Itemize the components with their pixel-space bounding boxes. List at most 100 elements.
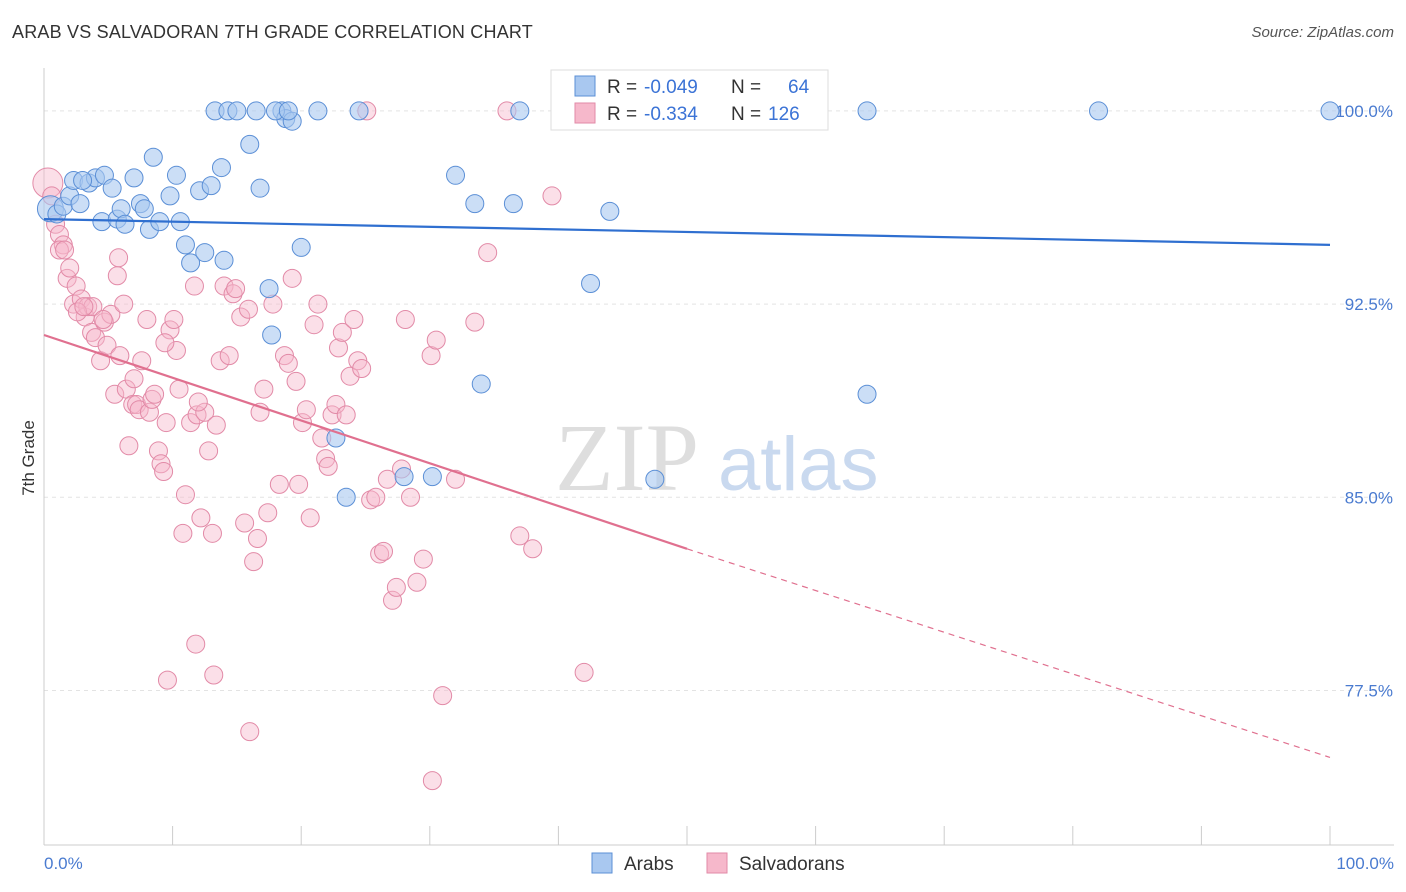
series-legend-label-salvadorans: Salvadorans (739, 854, 845, 875)
salvadorans-point (202, 523, 222, 543)
arabs-point (1320, 101, 1340, 121)
salvadorans-point (97, 335, 117, 355)
salvadorans-point (318, 456, 338, 476)
legend-n-value-salvadorans: 126 (768, 104, 800, 125)
arabs-trend-line (43, 217, 1331, 246)
arabs-point (471, 374, 491, 394)
salvadorans-point (332, 322, 352, 342)
salvadorans-point (173, 523, 193, 543)
arabs-point (857, 384, 877, 404)
arabs-point (227, 101, 247, 121)
salvadorans-point (542, 186, 562, 206)
salvadorans-point (164, 310, 184, 330)
salvadorans-point (49, 240, 69, 260)
arabs-point (308, 101, 328, 121)
salvadorans-point (55, 240, 75, 260)
salvadorans-point (206, 415, 226, 435)
salvadorans-point (510, 526, 530, 546)
stats-legend: R = -0.049 N = 64 R = -0.334 N = 126 (550, 69, 829, 131)
salvadorans-point (155, 333, 175, 353)
salvadorans-point (258, 503, 278, 523)
arabs-points (36, 101, 1340, 507)
salvadorans-point (181, 413, 201, 433)
legend-swatch-arabs (574, 75, 596, 97)
arabs-point (246, 101, 266, 121)
chart-title: ARAB VS SALVADORAN 7TH GRADE CORRELATION… (12, 22, 533, 42)
salvadorans-point (137, 310, 157, 330)
salvadorans-point (114, 294, 134, 314)
salvadorans-point (395, 310, 415, 330)
salvadorans-point (85, 328, 105, 348)
salvadorans-point (191, 508, 211, 528)
salvadorans-point (49, 225, 69, 245)
salvadorans-point (426, 330, 446, 350)
arabs-point (181, 253, 201, 273)
salvadorans-point (160, 320, 180, 340)
arabs-point (115, 214, 135, 234)
arabs-point (214, 250, 234, 270)
arabs-point (134, 199, 154, 219)
salvadorans-point (204, 665, 224, 685)
salvadorans-point (82, 322, 102, 342)
salvadorans-point (110, 346, 130, 366)
series-legend: Arabs Salvadorans (591, 852, 845, 875)
legend-r-value-arabs: -0.049 (644, 77, 698, 98)
salvadorans-point (60, 258, 80, 278)
salvadorans-point (235, 513, 255, 533)
salvadorans-point (109, 248, 129, 268)
salvadorans-point (107, 266, 127, 286)
arabs-point (195, 243, 215, 263)
salvadorans-point (247, 528, 267, 548)
salvadorans-point (326, 395, 346, 415)
salvadorans-point (322, 405, 342, 425)
salvadorans-point (175, 485, 195, 505)
arabs-point (124, 168, 144, 188)
arabs-point (166, 165, 186, 185)
y-tick-label: 77.5% (1345, 681, 1393, 700)
salvadorans-point (105, 384, 125, 404)
salvadorans-point (304, 315, 324, 335)
salvadorans-point (286, 371, 306, 391)
legend-r-label-salvadorans: R = (607, 104, 637, 125)
salvadorans-point (523, 539, 543, 559)
salvadorans-point (361, 490, 381, 510)
arabs-point (73, 170, 93, 190)
arabs-point (336, 487, 356, 507)
arabs-point (1089, 101, 1109, 121)
series-legend-label-arabs: Arabs (624, 854, 674, 875)
salvadorans-point (352, 358, 372, 378)
arabs-point (510, 101, 530, 121)
salvadorans-trend-extension (686, 548, 1331, 758)
arabs-point (211, 158, 231, 178)
y-tick-label: 92.5% (1345, 295, 1393, 314)
y-tick-label: 85.0% (1345, 488, 1393, 507)
salvadorans-point (478, 243, 498, 263)
arabs-point (394, 467, 414, 487)
salvadorans-point (210, 351, 230, 371)
salvadorans-point (366, 487, 386, 507)
salvadorans-point (199, 441, 219, 461)
salvadorans-point (186, 634, 206, 654)
salvadorans-point (401, 487, 421, 507)
y-tick-label: 100.0% (1335, 102, 1393, 121)
legend-n-label-salvadorans: N = (731, 104, 761, 125)
arabs-point (645, 469, 665, 489)
salvadorans-point (151, 454, 171, 474)
stats-legend-box (550, 69, 829, 131)
legend-r-label-arabs: R = (607, 77, 637, 98)
salvadorans-point (308, 294, 328, 314)
arabs-point (422, 467, 442, 487)
salvadorans-point (446, 469, 466, 489)
x-ticks (43, 826, 1331, 845)
salvadorans-point (124, 369, 144, 389)
salvadorans-point (269, 474, 289, 494)
salvadorans-point (374, 541, 394, 561)
series-legend-swatch-salvadorans (706, 852, 728, 874)
arabs-point (857, 101, 877, 121)
arabs-point (250, 178, 270, 198)
arabs-point (262, 325, 282, 345)
salvadorans-point (340, 366, 360, 386)
arabs-point (503, 194, 523, 214)
arabs-point (160, 186, 180, 206)
